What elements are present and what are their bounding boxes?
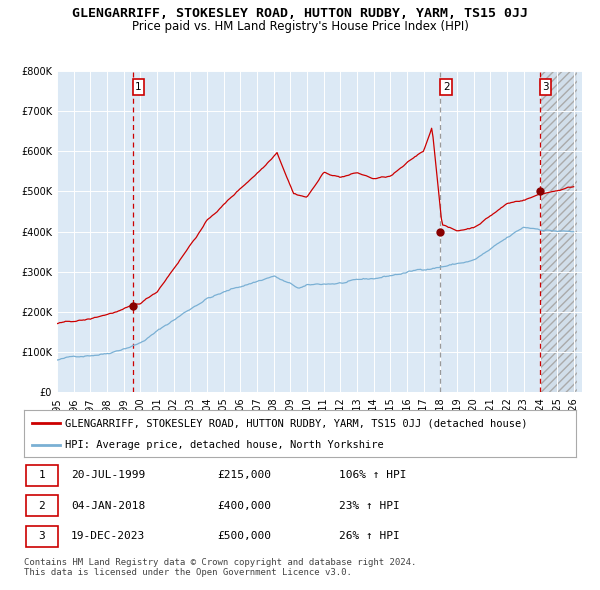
Text: Contains HM Land Registry data © Crown copyright and database right 2024.
This d: Contains HM Land Registry data © Crown c… bbox=[24, 558, 416, 577]
Text: £500,000: £500,000 bbox=[217, 532, 271, 542]
Bar bbox=[539, 71, 577, 392]
Text: 106% ↑ HPI: 106% ↑ HPI bbox=[338, 470, 406, 480]
Text: 04-JAN-2018: 04-JAN-2018 bbox=[71, 501, 145, 511]
FancyBboxPatch shape bbox=[26, 526, 58, 547]
Text: 3: 3 bbox=[38, 532, 45, 542]
Text: GLENGARRIFF, STOKESLEY ROAD, HUTTON RUDBY, YARM, TS15 0JJ (detached house): GLENGARRIFF, STOKESLEY ROAD, HUTTON RUDB… bbox=[65, 418, 528, 428]
Text: GLENGARRIFF, STOKESLEY ROAD, HUTTON RUDBY, YARM, TS15 0JJ: GLENGARRIFF, STOKESLEY ROAD, HUTTON RUDB… bbox=[72, 7, 528, 20]
FancyBboxPatch shape bbox=[26, 465, 58, 486]
Text: 1: 1 bbox=[38, 470, 45, 480]
Text: £400,000: £400,000 bbox=[217, 501, 271, 511]
Text: 2: 2 bbox=[38, 501, 45, 511]
Text: Price paid vs. HM Land Registry's House Price Index (HPI): Price paid vs. HM Land Registry's House … bbox=[131, 20, 469, 33]
Text: 20-JUL-1999: 20-JUL-1999 bbox=[71, 470, 145, 480]
Text: 3: 3 bbox=[542, 82, 549, 92]
Text: 19-DEC-2023: 19-DEC-2023 bbox=[71, 532, 145, 542]
FancyBboxPatch shape bbox=[26, 496, 58, 516]
Text: 2: 2 bbox=[443, 82, 449, 92]
Text: 26% ↑ HPI: 26% ↑ HPI bbox=[338, 532, 400, 542]
Text: HPI: Average price, detached house, North Yorkshire: HPI: Average price, detached house, Nort… bbox=[65, 441, 384, 450]
Text: 23% ↑ HPI: 23% ↑ HPI bbox=[338, 501, 400, 511]
Text: £215,000: £215,000 bbox=[217, 470, 271, 480]
Text: 1: 1 bbox=[135, 82, 142, 92]
Bar bbox=[539, 71, 577, 392]
